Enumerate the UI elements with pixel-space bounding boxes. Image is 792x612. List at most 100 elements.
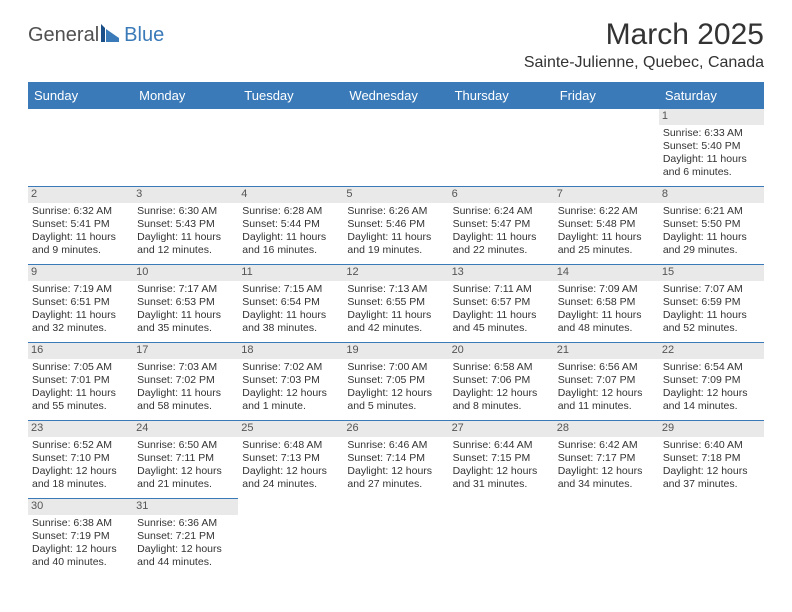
daylight-text: Daylight: 12 hours and 21 minutes. xyxy=(137,465,234,491)
sunrise-text: Sunrise: 7:19 AM xyxy=(32,283,129,296)
sunrise-text: Sunrise: 6:46 AM xyxy=(347,439,444,452)
daylight-text: Daylight: 11 hours and 45 minutes. xyxy=(453,309,550,335)
sunrise-text: Sunrise: 6:26 AM xyxy=(347,205,444,218)
day-number: 19 xyxy=(343,343,448,359)
calendar-cell: 21Sunrise: 6:56 AMSunset: 7:07 PMDayligh… xyxy=(554,343,659,421)
daylight-text: Daylight: 12 hours and 18 minutes. xyxy=(32,465,129,491)
daylight-text: Daylight: 12 hours and 11 minutes. xyxy=(558,387,655,413)
daylight-text: Daylight: 11 hours and 25 minutes. xyxy=(558,231,655,257)
day-number: 25 xyxy=(238,421,343,437)
daylight-text: Daylight: 11 hours and 42 minutes. xyxy=(347,309,444,335)
calendar-cell: 12Sunrise: 7:13 AMSunset: 6:55 PMDayligh… xyxy=(343,265,448,343)
brand-logo: General Blue xyxy=(28,24,164,47)
day-number: 21 xyxy=(554,343,659,359)
sunset-text: Sunset: 5:46 PM xyxy=(347,218,444,231)
calendar-cell: 3Sunrise: 6:30 AMSunset: 5:43 PMDaylight… xyxy=(133,187,238,265)
daylight-text: Daylight: 11 hours and 52 minutes. xyxy=(663,309,760,335)
sunset-text: Sunset: 7:02 PM xyxy=(137,374,234,387)
daylight-text: Daylight: 12 hours and 31 minutes. xyxy=(453,465,550,491)
calendar-cell: 17Sunrise: 7:03 AMSunset: 7:02 PMDayligh… xyxy=(133,343,238,421)
calendar-row: 1Sunrise: 6:33 AMSunset: 5:40 PMDaylight… xyxy=(28,109,764,187)
sunrise-text: Sunrise: 6:40 AM xyxy=(663,439,760,452)
sunset-text: Sunset: 7:03 PM xyxy=(242,374,339,387)
sunrise-text: Sunrise: 7:11 AM xyxy=(453,283,550,296)
day-number: 27 xyxy=(449,421,554,437)
day-number: 12 xyxy=(343,265,448,281)
day-number: 22 xyxy=(659,343,764,359)
day-number: 10 xyxy=(133,265,238,281)
sunset-text: Sunset: 7:14 PM xyxy=(347,452,444,465)
sunset-text: Sunset: 6:53 PM xyxy=(137,296,234,309)
calendar-cell: 28Sunrise: 6:42 AMSunset: 7:17 PMDayligh… xyxy=(554,421,659,499)
daylight-text: Daylight: 11 hours and 35 minutes. xyxy=(137,309,234,335)
day-number: 9 xyxy=(28,265,133,281)
daylight-text: Daylight: 11 hours and 29 minutes. xyxy=(663,231,760,257)
flag-icon xyxy=(101,24,123,47)
daylight-text: Daylight: 11 hours and 22 minutes. xyxy=(453,231,550,257)
sunrise-text: Sunrise: 7:02 AM xyxy=(242,361,339,374)
sunset-text: Sunset: 5:48 PM xyxy=(558,218,655,231)
page-title: March 2025 xyxy=(524,18,764,52)
sunset-text: Sunset: 7:13 PM xyxy=(242,452,339,465)
daylight-text: Daylight: 12 hours and 24 minutes. xyxy=(242,465,339,491)
sunrise-text: Sunrise: 6:38 AM xyxy=(32,517,129,530)
calendar-cell: 6Sunrise: 6:24 AMSunset: 5:47 PMDaylight… xyxy=(449,187,554,265)
page-header: General Blue March 2025 Sainte-Julienne,… xyxy=(28,18,764,72)
sunrise-text: Sunrise: 6:52 AM xyxy=(32,439,129,452)
day-header: Friday xyxy=(554,83,659,109)
calendar-row: 23Sunrise: 6:52 AMSunset: 7:10 PMDayligh… xyxy=(28,421,764,499)
calendar-cell: 4Sunrise: 6:28 AMSunset: 5:44 PMDaylight… xyxy=(238,187,343,265)
sunrise-text: Sunrise: 6:33 AM xyxy=(663,127,760,140)
sunrise-text: Sunrise: 6:21 AM xyxy=(663,205,760,218)
day-number: 31 xyxy=(133,499,238,515)
calendar-table: Sunday Monday Tuesday Wednesday Thursday… xyxy=(28,82,764,577)
daylight-text: Daylight: 12 hours and 8 minutes. xyxy=(453,387,550,413)
sunrise-text: Sunrise: 7:13 AM xyxy=(347,283,444,296)
day-header: Monday xyxy=(133,83,238,109)
sunrise-text: Sunrise: 7:03 AM xyxy=(137,361,234,374)
calendar-cell xyxy=(449,109,554,187)
sunset-text: Sunset: 7:19 PM xyxy=(32,530,129,543)
daylight-text: Daylight: 11 hours and 32 minutes. xyxy=(32,309,129,335)
sunrise-text: Sunrise: 6:24 AM xyxy=(453,205,550,218)
day-header: Sunday xyxy=(28,83,133,109)
day-number: 11 xyxy=(238,265,343,281)
calendar-cell xyxy=(238,109,343,187)
daylight-text: Daylight: 12 hours and 37 minutes. xyxy=(663,465,760,491)
calendar-cell xyxy=(133,109,238,187)
sunset-text: Sunset: 5:43 PM xyxy=(137,218,234,231)
calendar-cell xyxy=(343,109,448,187)
day-number: 30 xyxy=(28,499,133,515)
calendar-cell: 13Sunrise: 7:11 AMSunset: 6:57 PMDayligh… xyxy=(449,265,554,343)
daylight-text: Daylight: 11 hours and 38 minutes. xyxy=(242,309,339,335)
day-header-row: Sunday Monday Tuesday Wednesday Thursday… xyxy=(28,83,764,109)
sunset-text: Sunset: 5:41 PM xyxy=(32,218,129,231)
sunrise-text: Sunrise: 6:48 AM xyxy=(242,439,339,452)
calendar-cell: 11Sunrise: 7:15 AMSunset: 6:54 PMDayligh… xyxy=(238,265,343,343)
day-number: 5 xyxy=(343,187,448,203)
day-number: 14 xyxy=(554,265,659,281)
day-number: 4 xyxy=(238,187,343,203)
sunrise-text: Sunrise: 6:44 AM xyxy=(453,439,550,452)
sunrise-text: Sunrise: 7:07 AM xyxy=(663,283,760,296)
day-number: 29 xyxy=(659,421,764,437)
day-number: 17 xyxy=(133,343,238,359)
day-number: 16 xyxy=(28,343,133,359)
sunset-text: Sunset: 7:17 PM xyxy=(558,452,655,465)
calendar-cell: 18Sunrise: 7:02 AMSunset: 7:03 PMDayligh… xyxy=(238,343,343,421)
brand-part2: Blue xyxy=(124,24,164,47)
sunrise-text: Sunrise: 7:09 AM xyxy=(558,283,655,296)
daylight-text: Daylight: 12 hours and 5 minutes. xyxy=(347,387,444,413)
day-number: 23 xyxy=(28,421,133,437)
day-number: 20 xyxy=(449,343,554,359)
sunrise-text: Sunrise: 7:05 AM xyxy=(32,361,129,374)
calendar-cell xyxy=(449,499,554,577)
daylight-text: Daylight: 12 hours and 40 minutes. xyxy=(32,543,129,569)
sunset-text: Sunset: 6:58 PM xyxy=(558,296,655,309)
sunrise-text: Sunrise: 7:00 AM xyxy=(347,361,444,374)
sunset-text: Sunset: 6:59 PM xyxy=(663,296,760,309)
sunrise-text: Sunrise: 6:28 AM xyxy=(242,205,339,218)
calendar-cell: 30 Sunrise: 6:38 AMSunset: 7:19 PMDayligh… xyxy=(28,499,133,577)
calendar-cell: 1Sunrise: 6:33 AMSunset: 5:40 PMDaylight… xyxy=(659,109,764,187)
calendar-cell xyxy=(554,499,659,577)
